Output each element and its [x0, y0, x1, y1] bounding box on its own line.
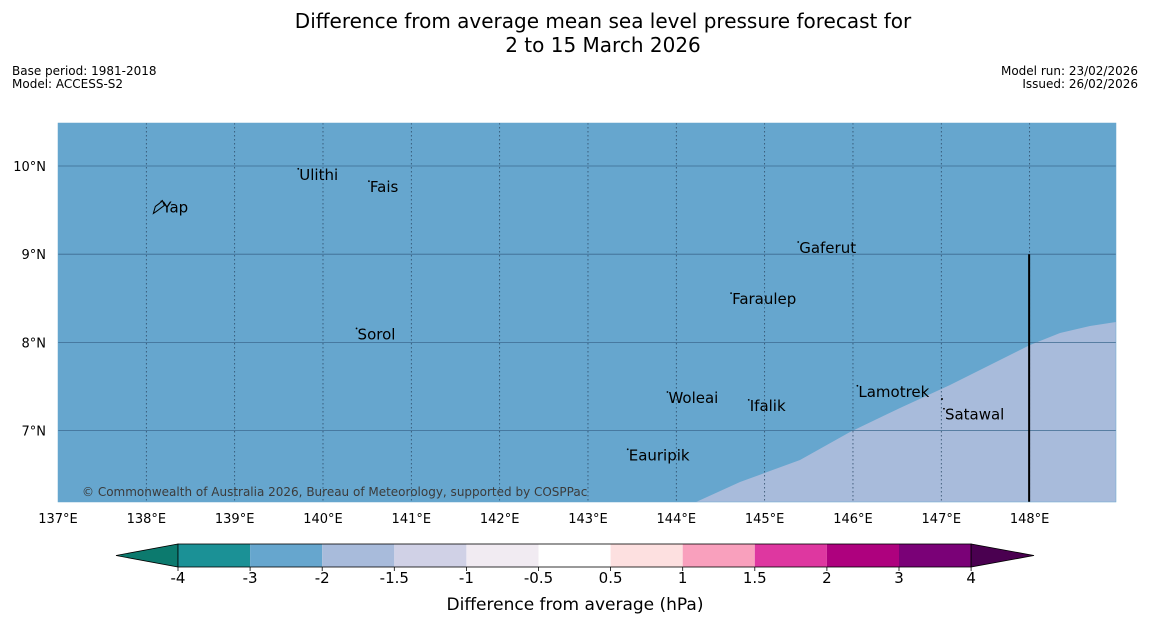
map-panel: Ulithi Fais Yap Gaferut Faraulep Sorol Woleai I… [13, 122, 1117, 527]
colorbar-tick-label: 4 [966, 569, 976, 587]
place-marker [856, 384, 859, 387]
colorbar-title: Difference from average (hPa) [447, 595, 704, 615]
place-label: Fais [370, 178, 399, 196]
place-marker [943, 407, 945, 410]
colorbar-bin [754, 544, 827, 567]
lat-tick-label: 7°N [22, 425, 47, 440]
colorbar-bin [538, 544, 611, 567]
yap-island-shape [152, 199, 165, 215]
lon-tick-label: 147°E [922, 512, 962, 527]
place-label: Yap [161, 198, 188, 216]
colorbar-frame [177, 543, 972, 568]
colorbar-tick-label: 3 [894, 569, 904, 587]
lat-tick-label: 10°N [13, 160, 46, 175]
place-label: Satawal [945, 406, 1004, 424]
lon-tick-label: 141°E [392, 512, 432, 527]
place-label: Woleai [668, 389, 718, 407]
colorbar-tick-label: -1 [459, 569, 474, 587]
place-label: Eauripik [629, 446, 690, 464]
place-marker [730, 292, 732, 295]
colorbar-tick-label: 1 [678, 569, 688, 587]
pressure-field-region [696, 322, 1116, 502]
model-run-label: Model run: 23/02/2026 [1000, 64, 1138, 78]
copyright-text: © Commonwealth of Australia 2026, Bureau… [82, 485, 587, 499]
lon-tick-label: 144°E [657, 512, 697, 527]
place-marker [747, 399, 750, 401]
colorbar-tick-label: -0.5 [524, 569, 553, 587]
model-label: Model: ACCESS-S2 [12, 77, 124, 91]
lon-tick-label: 140°E [303, 512, 343, 527]
colorbar-bin [466, 544, 539, 567]
issued-label: Issued: 26/02/2026 [1022, 77, 1138, 91]
base-period-label: Base period: 1981-2018 [12, 64, 157, 78]
lon-tick-label: 138°E [127, 512, 167, 527]
colorbar-bin [682, 544, 755, 567]
place-marker [666, 391, 669, 393]
meta-right: Model run: 23/02/2026 Issued: 26/02/2026 [1001, 65, 1138, 91]
colorbar-tick-label: -2 [315, 569, 330, 587]
colorbar: -4 -3 -2 -1.5 -1 -0.5 0.5 1 1.5 2 3 4 Difference fro… [115, 543, 1035, 615]
place-marker [368, 180, 370, 183]
place-label: Gaferut [799, 239, 856, 257]
place-label: Ulithi [299, 166, 338, 184]
meta-left: Base period: 1981-2018 Model: ACCESS-S2 [12, 65, 157, 91]
map-frame [57, 122, 1117, 503]
lon-tick-label: 145°E [745, 512, 785, 527]
colorbar-bin [178, 544, 251, 567]
lat-tick-label: 8°N [22, 336, 47, 351]
island-dot [941, 398, 943, 400]
place-label: Ifalik [750, 397, 786, 415]
map-title: Difference from average mean sea level p… [294, 9, 912, 57]
lon-tick-label: 139°E [215, 512, 255, 527]
colorbar-under-arrow [115, 543, 179, 568]
place-label: Sorol [358, 325, 396, 343]
colorbar-bin [826, 544, 899, 567]
place-label: Faraulep [732, 290, 796, 308]
lon-tick-label: 143°E [568, 512, 608, 527]
lon-tick-label: 148°E [1010, 512, 1050, 527]
lon-tick-label: 142°E [480, 512, 520, 527]
colorbar-bin [250, 544, 323, 567]
colorbar-tick-label: 0.5 [599, 569, 623, 587]
place-label: Lamotrek [858, 383, 929, 401]
lon-tick-label: 146°E [833, 512, 873, 527]
colorbar-tick-label: -1.5 [380, 569, 409, 587]
place-marker [626, 448, 629, 451]
colorbar-bin [394, 544, 467, 567]
colorbar-bin [322, 544, 395, 567]
colorbar-over-arrow [970, 543, 1035, 568]
colorbar-tick-label: -4 [171, 569, 186, 587]
lon-tick-label: 137°E [38, 512, 78, 527]
colorbar-bin [899, 544, 972, 567]
colorbar-tick-label: 2 [822, 569, 832, 587]
place-marker [355, 327, 358, 330]
place-marker [297, 167, 300, 170]
place-marker [160, 200, 163, 203]
colorbar-tick-label: 1.5 [743, 569, 767, 587]
lat-tick-label: 9°N [22, 248, 47, 263]
colorbar-bin [610, 544, 683, 567]
place-marker [797, 241, 800, 243]
colorbar-tick-label: -3 [243, 569, 258, 587]
